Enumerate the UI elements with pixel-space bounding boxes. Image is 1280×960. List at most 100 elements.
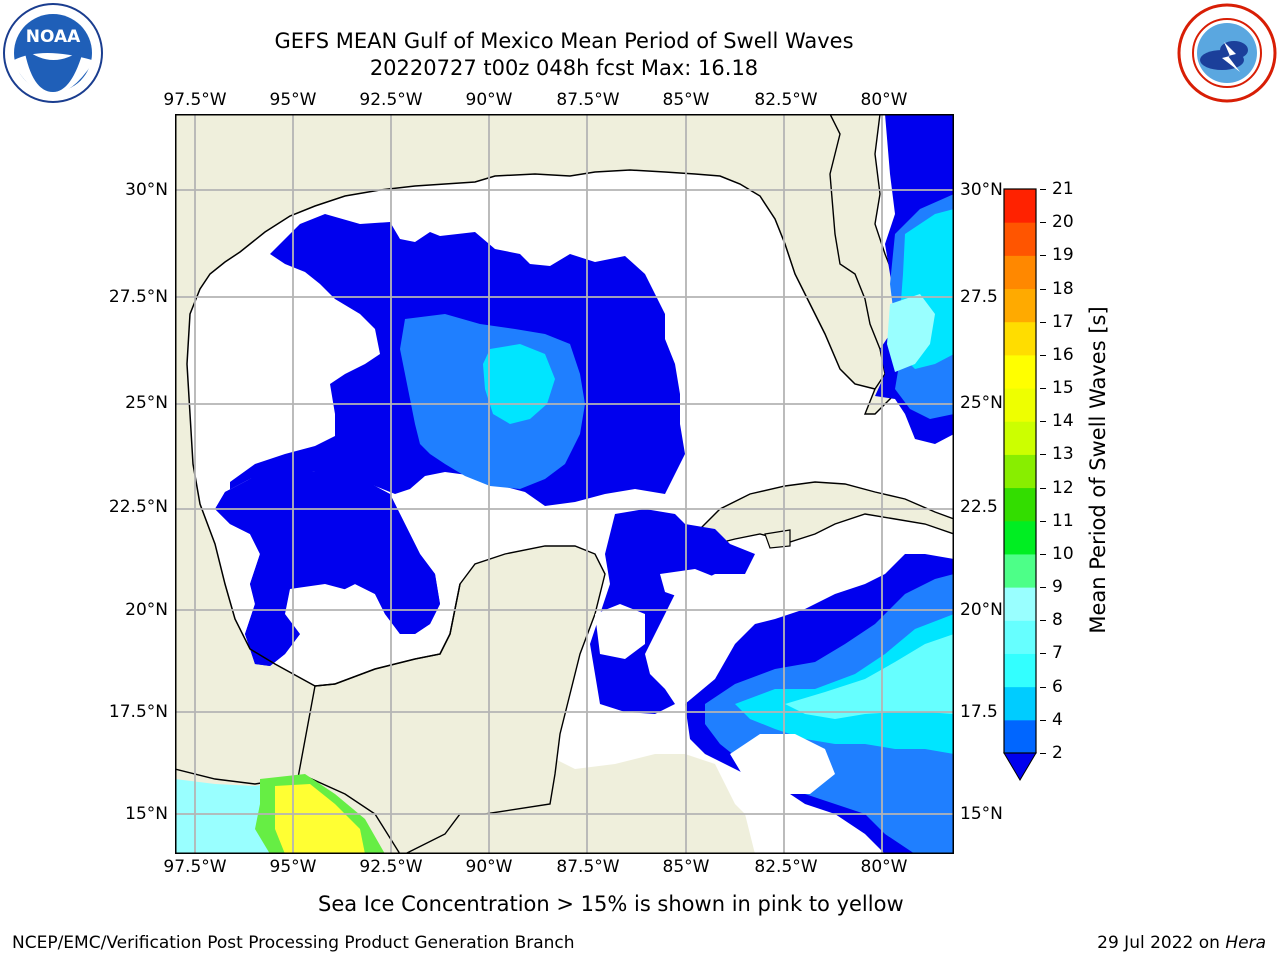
colorbar-segment — [1004, 321, 1036, 356]
lat-lon-gridlines — [175, 114, 954, 854]
nodata-patch-3 — [595, 604, 645, 659]
lon-tick-bottom: 82.5°W — [754, 857, 818, 877]
lat-tick-left: 17.5°N — [108, 702, 168, 722]
colorbar-tick-label: 6 — [1052, 676, 1063, 697]
colorbar-segment — [1004, 520, 1036, 555]
colorbar-tick-mark — [1040, 354, 1046, 356]
colorbar-tick-label: 7 — [1052, 643, 1063, 664]
colorbar-tick-label: 16 — [1052, 344, 1074, 365]
lon-tick-top: 87.5°W — [556, 90, 620, 110]
colorbar-segment — [1004, 255, 1036, 290]
lat-tick-right: 15°N — [960, 804, 1003, 824]
noaa-logo-icon: NOAA — [3, 3, 103, 103]
colorbar-tick-mark — [1040, 753, 1046, 754]
colorbar-label: Mean Period of Swell Waves [s] — [1086, 306, 1110, 634]
colorbar-segment — [1004, 719, 1036, 754]
colorbar-tick-label: 20 — [1052, 212, 1074, 233]
colorbar-segment — [1004, 653, 1036, 688]
lon-tick-top: 85°W — [662, 90, 710, 110]
footer-credit: NCEP/EMC/Verification Post Processing Pr… — [12, 933, 575, 953]
lon-tick-top: 82.5°W — [754, 90, 818, 110]
mexico-coastline — [189, 413, 461, 687]
colorbar-tick-mark — [1040, 222, 1046, 224]
colorbar-tick-label: 18 — [1052, 278, 1074, 299]
colorbar-tick-label: 21 — [1052, 179, 1074, 199]
lon-tick-bottom: 97.5°W — [163, 857, 227, 877]
lat-tick-right: 17.5 — [960, 702, 998, 722]
lon-tick-top: 80°W — [860, 90, 908, 110]
footer-date: 29 Jul 2022 on Hera — [1097, 933, 1266, 953]
lon-tick-bottom: 95°W — [269, 857, 317, 877]
colorbar-tick-label: 2 — [1052, 743, 1063, 763]
colorbar-tick-mark — [1040, 686, 1046, 688]
colorbar-segment — [1004, 454, 1036, 489]
map-subtitle: 20220727 t00z 048h fcst Max: 16.18 — [369, 56, 759, 80]
nodata-patch-4 — [660, 569, 720, 599]
colorbar-tick-mark — [1040, 255, 1046, 257]
map-title: GEFS MEAN Gulf of Mexico Mean Period of … — [274, 29, 854, 53]
colorbar-segment — [1004, 421, 1036, 455]
lat-tick-left: 20°N — [125, 600, 168, 620]
lon-tick-bottom: 90°W — [465, 857, 513, 877]
colorbar-tick-mark — [1040, 520, 1046, 522]
nodata-patch-2 — [730, 734, 835, 794]
colorbar-segment — [1004, 189, 1036, 223]
lat-tick-right: 20°N — [960, 600, 1003, 620]
swell-field-6to8-atlantic — [887, 294, 935, 372]
colorbar-segment — [1004, 354, 1036, 389]
colorbar-tick-label: 10 — [1052, 543, 1074, 564]
map-plot — [175, 114, 954, 854]
colorbar-tick-mark — [1040, 620, 1046, 622]
footer-host: Hera — [1225, 933, 1266, 953]
colorbar — [1003, 188, 1037, 781]
colorbar-tick-mark — [1040, 321, 1046, 323]
colorbar-segment — [1004, 587, 1036, 621]
colorbar-tick-label: 12 — [1052, 477, 1074, 498]
footer-date-text: 29 Jul 2022 on — [1097, 933, 1226, 953]
colorbar-tick-label: 8 — [1052, 610, 1063, 631]
colorbar-tick-mark — [1040, 189, 1046, 190]
lat-tick-right: 22.5 — [960, 497, 998, 517]
colorbar-tick-label: 9 — [1052, 577, 1063, 598]
nws-logo-icon — [1177, 3, 1277, 103]
colorbar-segment — [1004, 553, 1036, 588]
colorbar-segment — [1004, 222, 1036, 256]
colorbar-segment — [1004, 686, 1036, 721]
swell-field-yucatan-channel — [590, 509, 755, 714]
colorbar-tick-label: 11 — [1052, 510, 1074, 531]
colorbar-tick-mark — [1040, 388, 1046, 390]
map-frame — [175, 114, 954, 854]
pacific-swell-yellow — [275, 784, 365, 854]
colorbar-segment — [1004, 487, 1036, 522]
colorbar-tick-label: 13 — [1052, 444, 1074, 465]
lon-tick-top: 90°W — [465, 90, 513, 110]
colorbar-tick-label: 4 — [1052, 709, 1063, 730]
colorbar-tick-label: 17 — [1052, 311, 1074, 332]
colorbar-tick-label: 14 — [1052, 411, 1074, 432]
colorbar-tick-mark — [1040, 288, 1046, 290]
lon-tick-bottom: 80°W — [860, 857, 908, 877]
colorbar-tick-mark — [1040, 487, 1046, 489]
lat-tick-left: 15°N — [125, 804, 168, 824]
nodata-patch-1 — [285, 584, 370, 644]
colorbar-tick-mark — [1040, 719, 1046, 721]
colorbar-tick-label: 15 — [1052, 378, 1074, 399]
swell-field-6to8-caribbean — [785, 634, 954, 719]
lon-tick-top: 92.5°W — [359, 90, 423, 110]
colorbar-tick-mark — [1040, 421, 1046, 423]
noaa-logo-text: NOAA — [26, 27, 81, 47]
lat-tick-right: 25°N — [960, 393, 1003, 413]
sea-ice-note: Sea Ice Concentration > 15% is shown in … — [318, 892, 904, 916]
colorbar-segment — [1004, 620, 1036, 654]
lon-tick-top: 95°W — [269, 90, 317, 110]
lat-tick-left: 27.5°N — [108, 287, 168, 307]
colorbar-segment — [1004, 388, 1036, 422]
swell-field-west-gulf — [215, 469, 440, 666]
colorbar-under-triangle — [1003, 752, 1037, 781]
colorbar-tick-mark — [1040, 587, 1046, 589]
colorbar-segment — [1004, 288, 1036, 323]
colorbar-tick-mark — [1040, 454, 1046, 456]
lon-tick-bottom: 87.5°W — [556, 857, 620, 877]
colorbar-ticks: 2 4 6 7 8 9 10 11 12 13 14 15 16 17 18 19 20 21 — [1040, 179, 1080, 786]
colorbar-tick-mark — [1040, 553, 1046, 555]
